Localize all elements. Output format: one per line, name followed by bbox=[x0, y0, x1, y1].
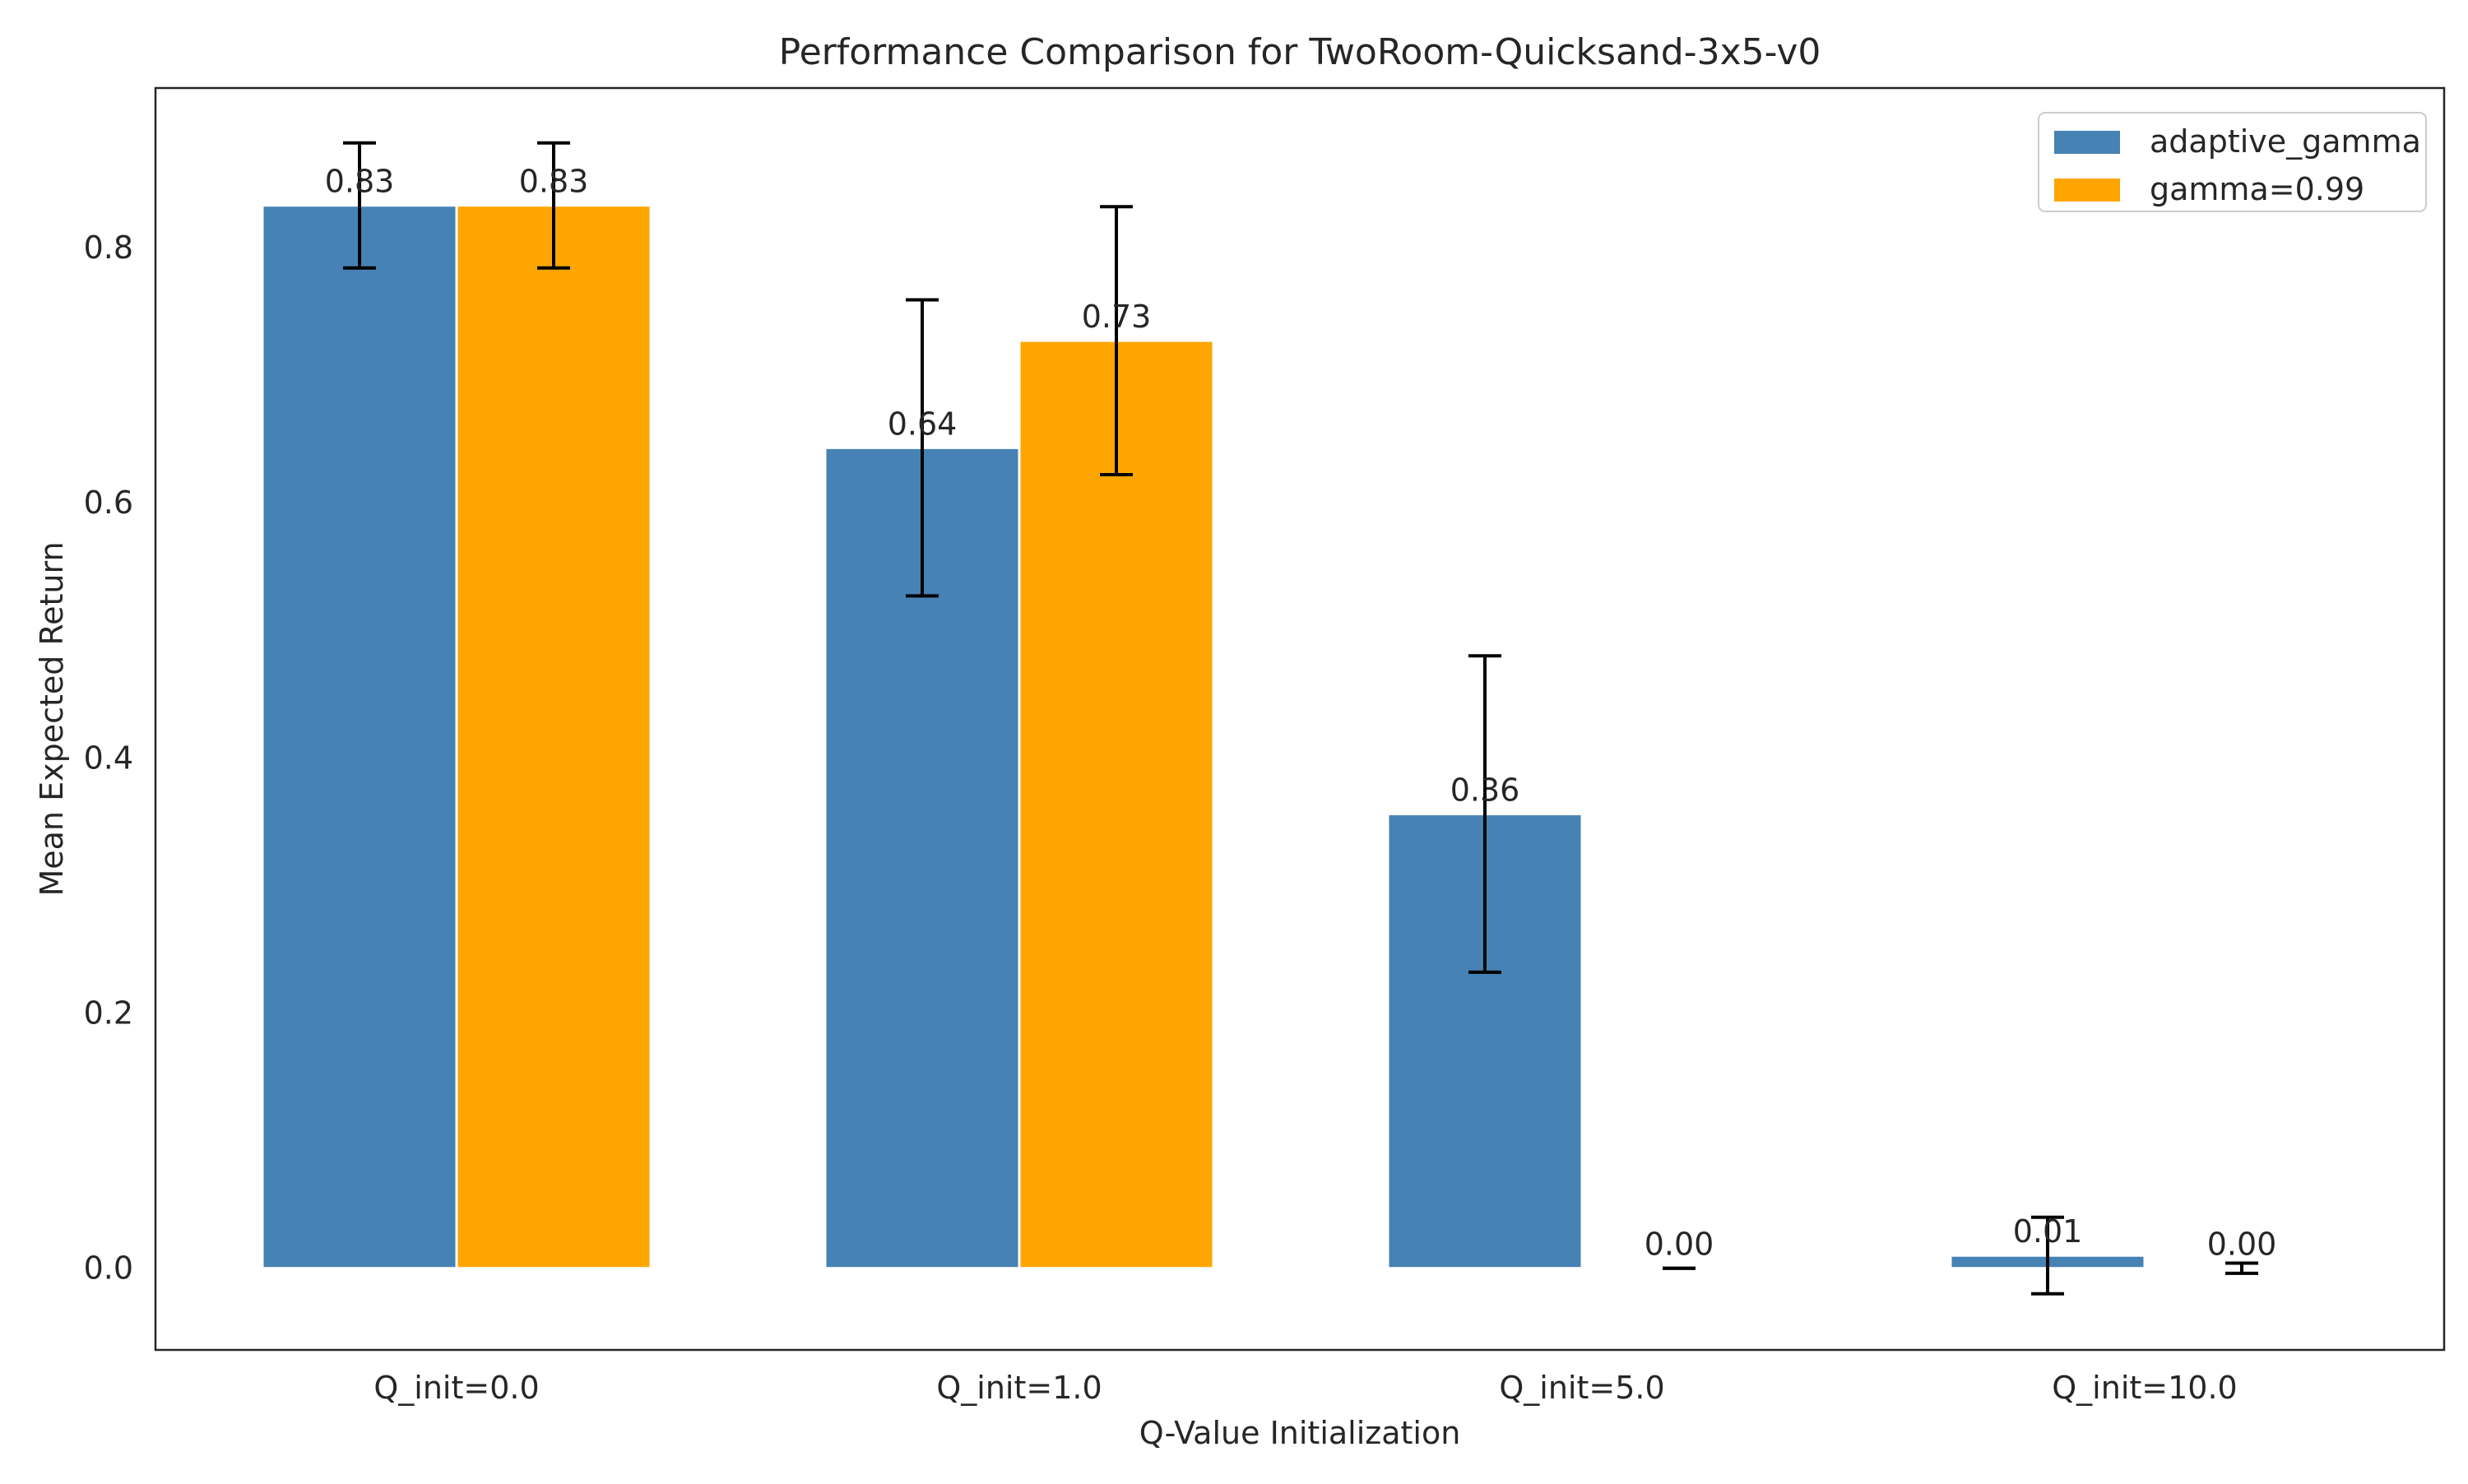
legend-swatch bbox=[2054, 179, 2120, 202]
bar-value-label: 0.00 bbox=[2207, 1227, 2277, 1263]
x-axis-label: Q-Value Initialization bbox=[1139, 1415, 1461, 1451]
y-tick-label: 0.4 bbox=[84, 740, 133, 776]
bar-value-label: 0.83 bbox=[325, 164, 395, 200]
y-axis-label: Mean Expected Return bbox=[34, 541, 70, 896]
bar-value-label: 0.01 bbox=[2013, 1213, 2083, 1250]
legend-label: adaptive_gamma bbox=[2150, 123, 2421, 160]
bar bbox=[1019, 341, 1213, 1268]
legend: adaptive_gamma gamma=0.99 bbox=[2039, 113, 2426, 211]
bars-group bbox=[262, 206, 2339, 1268]
y-axis: 0.0 0.2 0.4 0.6 0.8 bbox=[84, 230, 133, 1287]
bar bbox=[262, 206, 457, 1268]
bar-value-label: 0.36 bbox=[1450, 772, 1520, 809]
legend-label: gamma=0.99 bbox=[2150, 171, 2364, 207]
x-axis: Q_init=0.0 Q_init=1.0 Q_init=5.0 Q_init=10.… bbox=[373, 1370, 2237, 1406]
bar bbox=[457, 206, 651, 1268]
y-tick-label: 0.2 bbox=[84, 995, 133, 1032]
y-tick-label: 0.0 bbox=[84, 1250, 133, 1287]
bar-value-label: 0.73 bbox=[1082, 299, 1152, 335]
bar-value-label: 0.83 bbox=[519, 164, 589, 200]
x-tick-label: Q_init=10.0 bbox=[2052, 1370, 2237, 1406]
legend-swatch bbox=[2054, 131, 2120, 154]
y-tick-label: 0.6 bbox=[84, 485, 133, 521]
bar-value-label: 0.00 bbox=[1645, 1227, 1714, 1263]
y-tick-label: 0.8 bbox=[84, 230, 133, 266]
bar-value-label: 0.64 bbox=[888, 406, 958, 442]
x-tick-label: Q_init=5.0 bbox=[1499, 1370, 1664, 1406]
x-tick-label: Q_init=0.0 bbox=[373, 1370, 539, 1406]
plot-area: 0.83 0.83 0.64 0.73 0.36 0.00 0.01 0.00 bbox=[262, 143, 2339, 1294]
chart-title: Performance Comparison for TwoRoom-Quick… bbox=[779, 31, 1821, 73]
x-tick-label: Q_init=1.0 bbox=[936, 1370, 1102, 1406]
